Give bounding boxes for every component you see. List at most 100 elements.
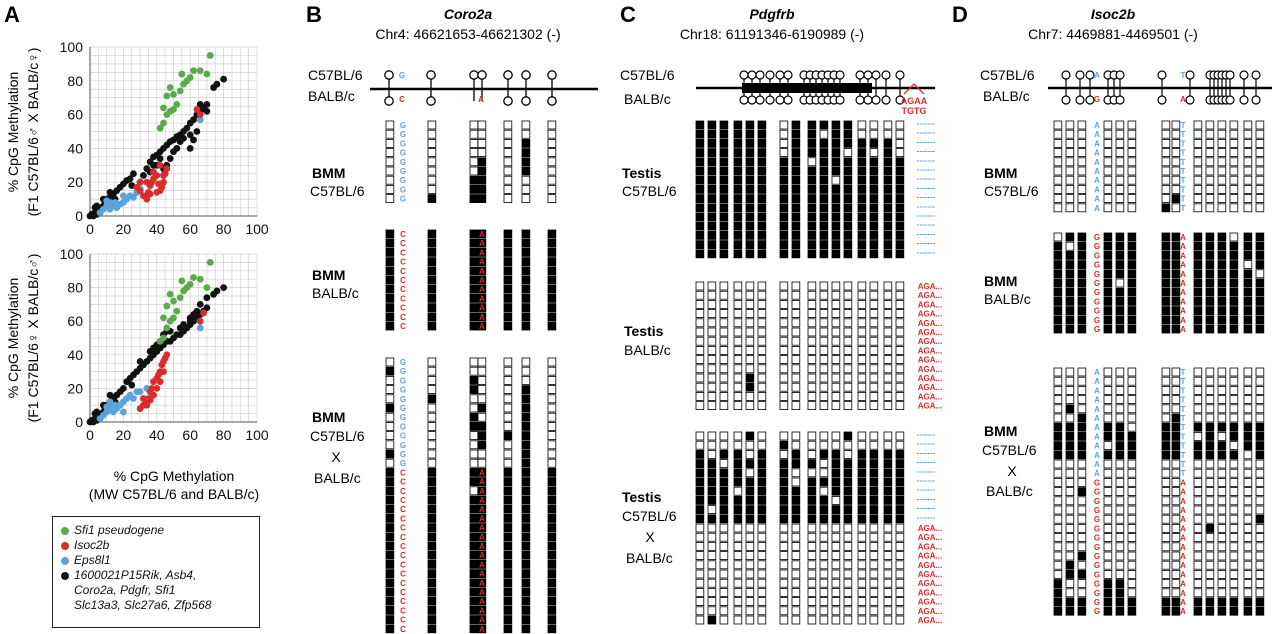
cpg-site-cell	[521, 514, 531, 523]
cpg-site-cell	[779, 299, 789, 309]
cpg-site-cell	[807, 373, 817, 383]
cpg-site-cell	[1065, 296, 1075, 306]
cpg-site-cell	[733, 249, 743, 259]
cpg-site-cell	[1217, 367, 1227, 377]
cpg-site-cell	[857, 514, 867, 524]
cpg-site-cell	[869, 221, 879, 231]
cpg-site-cell	[1053, 250, 1063, 260]
cpg-site-cell	[1193, 551, 1203, 561]
snp-label-balb: A	[1180, 534, 1186, 543]
cpg-site-cell	[477, 431, 487, 441]
cpg-site-cell	[757, 327, 767, 337]
cpg-site-cell	[1103, 287, 1113, 297]
cpg-site-cell	[1065, 148, 1075, 158]
cpg-site-cell	[895, 615, 905, 625]
cpg-site-cell	[843, 345, 853, 355]
cpg-site-cell	[791, 249, 801, 259]
y-tick-label: 80	[67, 280, 83, 296]
strain-label-balb-d: BALB/c	[983, 88, 1030, 104]
cpg-site-cell	[745, 166, 755, 176]
data-point	[196, 317, 204, 325]
cpg-site-cell	[1115, 184, 1125, 194]
cpg-site-cell	[469, 293, 479, 303]
cpg-site-cell	[869, 309, 879, 319]
cpg-site-cell	[831, 615, 841, 625]
cpg-site-cell	[883, 212, 893, 222]
cpg-site-cell	[1193, 505, 1203, 515]
cpg-site-cell	[1243, 157, 1253, 167]
cpg-site-cell	[745, 230, 755, 240]
snp-label-balb: A	[479, 606, 485, 615]
cpg-site-cell	[1103, 269, 1113, 279]
cpg-site-cell	[1065, 459, 1075, 469]
cpg-site-cell	[469, 166, 479, 176]
cpg-site-cell	[807, 401, 817, 411]
cpg-site-cell	[1065, 487, 1075, 497]
cpg-site-cell	[869, 281, 879, 291]
cpg-site-cell	[1161, 514, 1171, 524]
snp-label-b6: T	[1181, 460, 1186, 469]
cpg-site-cell	[385, 550, 395, 560]
cpg-site-cell	[791, 391, 801, 401]
cpg-site-cell	[733, 281, 743, 291]
cpg-site-cell	[831, 449, 841, 459]
cpg-site-cell	[883, 373, 893, 383]
tissue-label-c2: Testis	[624, 323, 664, 339]
cpg-site-cell	[1103, 129, 1113, 139]
snp-label-balb: A	[1180, 524, 1186, 533]
cpg-site-cell	[1217, 157, 1227, 167]
cpg-site-cell	[1255, 542, 1265, 552]
cpg-site-cell	[791, 440, 801, 450]
cpg-site-cell	[547, 194, 557, 204]
legend-swatch	[61, 542, 69, 550]
data-point	[143, 195, 151, 203]
strain-label-c3-b6: C57BL/6	[622, 508, 677, 524]
cpg-site-cell	[1193, 367, 1203, 377]
cpg-site-cell	[745, 431, 755, 441]
cpg-site-cell	[1161, 157, 1171, 167]
cpg-lollipop-b6	[521, 70, 531, 80]
cpg-site-cell	[857, 299, 867, 309]
cpg-site-cell	[385, 303, 395, 313]
cpg-site-cell	[819, 468, 829, 478]
cpg-site-cell	[1053, 431, 1063, 441]
cpg-site-cell	[547, 550, 557, 560]
cpg-site-cell	[1065, 376, 1075, 386]
cpg-site-cell	[831, 249, 841, 259]
cpg-site-cell	[779, 382, 789, 392]
cpg-site-cell	[1127, 450, 1137, 460]
cpg-site-cell	[469, 403, 479, 413]
cpg-site-cell	[807, 327, 817, 337]
cpg-site-cell	[1127, 551, 1137, 561]
snp-label-b6: A	[1094, 451, 1100, 460]
cpg-site-cell	[1255, 588, 1265, 598]
cpg-site-cell	[1077, 232, 1087, 242]
cpg-site-cell	[1053, 194, 1063, 204]
snp-label-balb: C	[400, 478, 406, 487]
cpg-site-cell	[843, 221, 853, 231]
cpg-site-cell	[831, 477, 841, 487]
cpg-site-cell	[1065, 431, 1075, 441]
x-tick-label: 0	[86, 221, 94, 237]
cpg-site-cell	[1229, 579, 1239, 588]
cpg-site-cell	[1127, 232, 1137, 242]
cpg-site-cell	[385, 615, 395, 624]
gene-title-b: Coro2a	[444, 6, 492, 22]
cpg-site-cell	[1193, 385, 1203, 395]
cpg-site-cell	[779, 391, 789, 401]
cpg-site-cell	[757, 120, 767, 130]
cpg-site-cell	[707, 486, 717, 496]
data-point	[186, 131, 194, 139]
cpg-site-cell	[1161, 296, 1171, 306]
cpg-site-cell	[1065, 551, 1075, 561]
cpg-site-cell	[819, 431, 829, 441]
cpg-site-cell	[521, 321, 531, 331]
indel-label-b6: -------	[917, 248, 936, 257]
cpg-site-cell	[779, 290, 789, 300]
data-point	[130, 395, 137, 402]
cpg-site-cell	[757, 532, 767, 542]
cpg-site-cell	[521, 606, 531, 615]
cpg-site-cell	[1193, 524, 1203, 533]
cpg-site-cell	[1065, 533, 1075, 542]
cpg-site-cell	[745, 449, 755, 459]
